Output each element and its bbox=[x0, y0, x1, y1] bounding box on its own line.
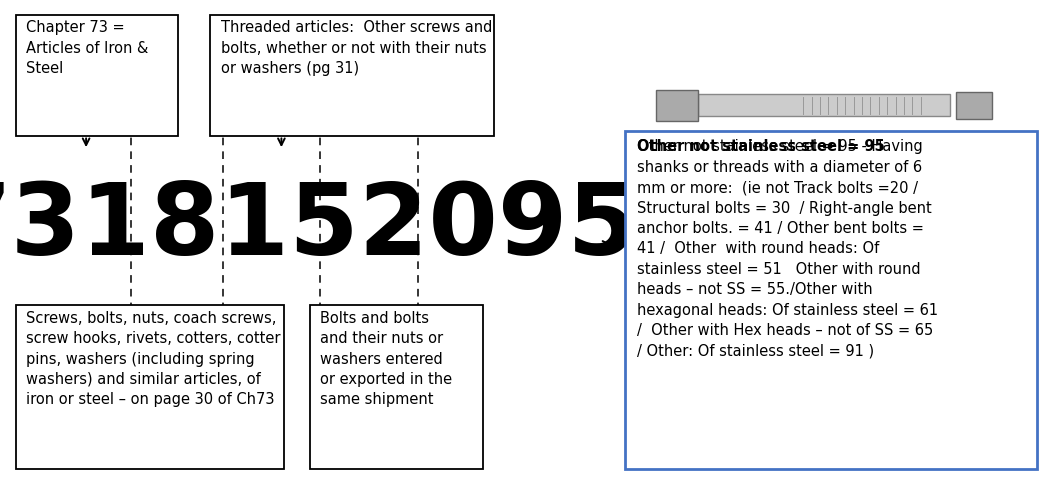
Text: 7318152095: 7318152095 bbox=[0, 179, 636, 276]
Bar bbox=[16, 305, 284, 469]
Text: Other not stainless steel = 95: Other not stainless steel = 95 bbox=[637, 139, 885, 154]
Text: Chapter 73 =
Articles of Iron &
Steel: Chapter 73 = Articles of Iron & Steel bbox=[26, 20, 149, 76]
Text: Screws, bolts, nuts, coach screws,
screw hooks, rivets, cotters, cotter
pins, wa: Screws, bolts, nuts, coach screws, screw… bbox=[26, 311, 280, 408]
Bar bbox=[16, 15, 179, 136]
Text: Other not stainless steel = 95 - Having
shanks or threads with a diameter of 6
m: Other not stainless steel = 95 - Having … bbox=[637, 139, 939, 358]
Bar bbox=[310, 305, 483, 469]
Bar bbox=[656, 90, 698, 121]
Bar bbox=[698, 94, 950, 116]
Text: Bolts and bolts
and their nuts or
washers entered
or exported in the
same shipme: Bolts and bolts and their nuts or washer… bbox=[320, 311, 453, 408]
Bar bbox=[210, 15, 493, 136]
Bar bbox=[956, 92, 992, 119]
Text: Threaded articles:  Other screws and
bolts, whether or not with their nuts
or wa: Threaded articles: Other screws and bolt… bbox=[220, 20, 491, 76]
Bar bbox=[625, 131, 1037, 469]
